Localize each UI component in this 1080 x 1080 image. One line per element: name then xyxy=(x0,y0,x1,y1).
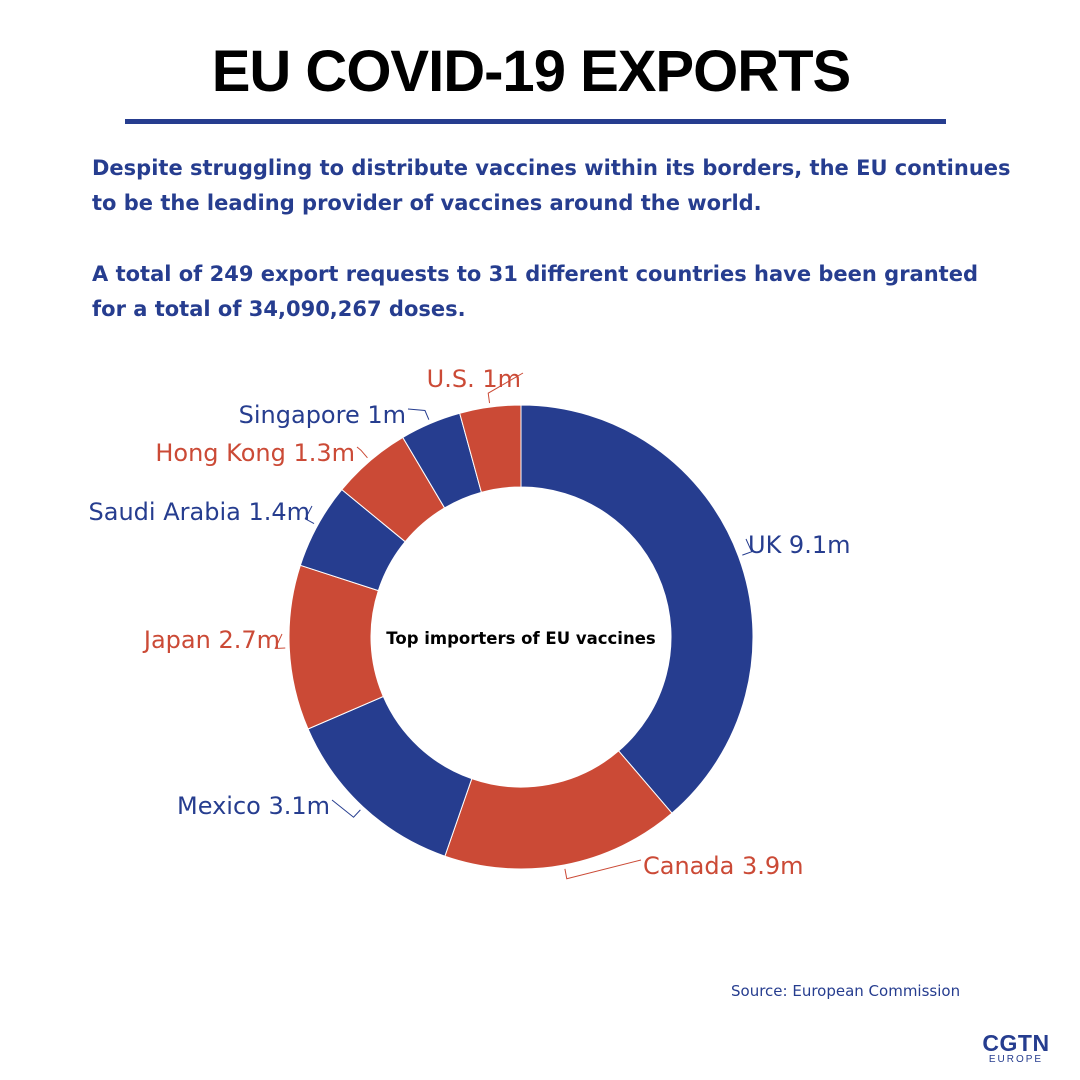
slice-u-s xyxy=(459,404,522,493)
label-hong-kong: Hong Kong 1.3m xyxy=(155,439,355,467)
source-note: Source: European Commission xyxy=(731,982,961,1000)
slice-uk xyxy=(520,404,754,814)
donut-slices xyxy=(288,404,754,870)
label-japan: Japan 2.7m xyxy=(142,626,280,654)
label-u-s: U.S. 1m xyxy=(427,365,521,393)
logo-sub-text: EUROPE xyxy=(988,1054,1044,1065)
leader-mexico xyxy=(331,799,361,818)
leader-singapore xyxy=(407,408,430,420)
leader-japan xyxy=(274,633,286,650)
page-title: EU COVID-19 EXPORTS xyxy=(211,39,851,104)
label-singapore: Singapore 1m xyxy=(239,401,406,429)
label-uk: UK 9.1m xyxy=(748,531,850,559)
leader-canada xyxy=(564,859,642,880)
logo-main-text: CGTN xyxy=(982,1030,1050,1056)
label-mexico: Mexico 3.1m xyxy=(177,792,330,820)
leader-u-s xyxy=(487,372,524,404)
slice-labels: UK 9.1m Canada 3.9m Mexico 3.1m Japan 2.7m S… xyxy=(89,365,851,880)
intro-paragraph-2: A total of 249 export requests to 31 dif… xyxy=(92,262,978,321)
slice-mexico xyxy=(307,695,473,857)
leader-saudi-arabia xyxy=(304,505,315,525)
label-canada: Canada 3.9m xyxy=(643,852,804,880)
chart-center-label: Top importers of EU vaccines xyxy=(386,629,656,648)
label-saudi-arabia: Saudi Arabia 1.4m xyxy=(89,498,310,526)
leader-uk xyxy=(742,538,753,556)
leader-hong-kong xyxy=(356,446,368,459)
intro-paragraph-1: Despite struggling to distribute vaccine… xyxy=(92,156,1011,215)
cgtn-europe-logo: CGTN EUROPE xyxy=(976,1030,1056,1066)
label-leader-lines xyxy=(274,372,753,880)
title-underline xyxy=(125,119,946,124)
